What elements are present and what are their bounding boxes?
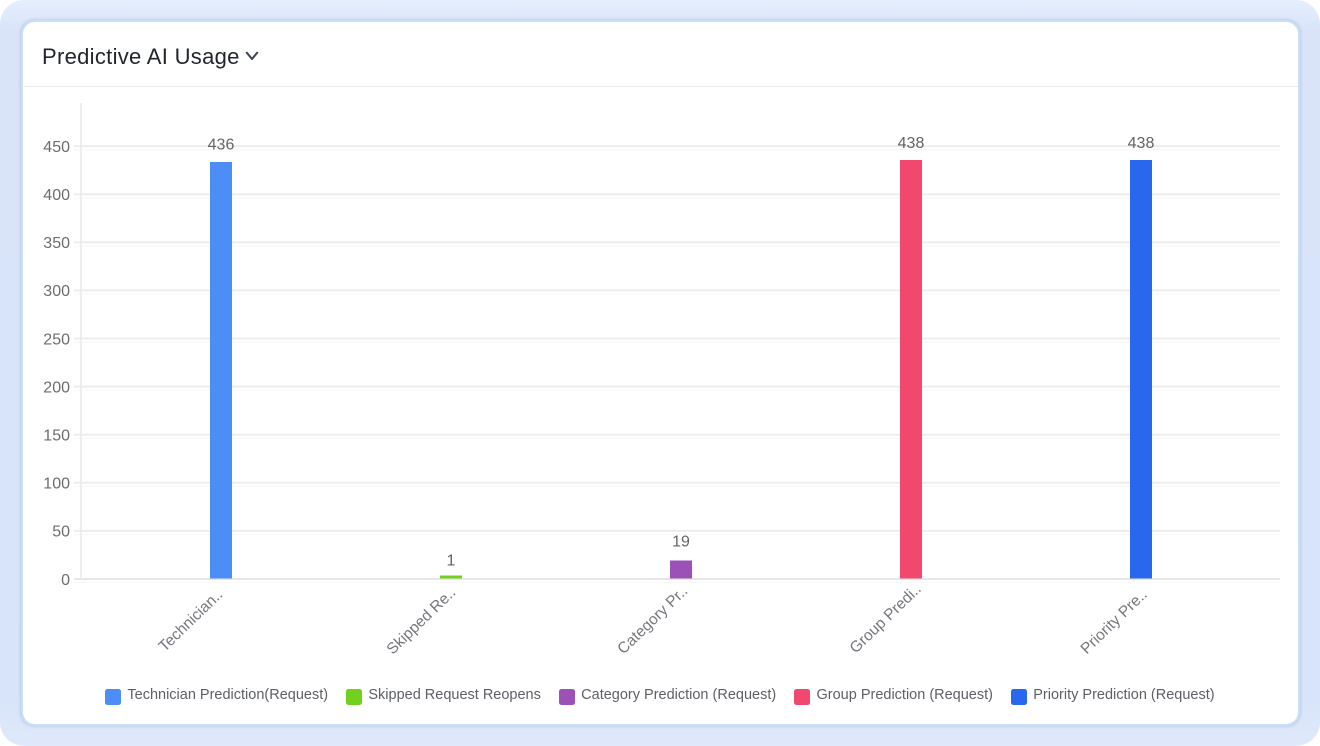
svg-text:438: 438 [898, 135, 925, 152]
svg-text:350: 350 [43, 235, 70, 252]
svg-text:1: 1 [447, 553, 456, 570]
svg-text:Group Predi..: Group Predi.. [847, 581, 925, 657]
svg-text:200: 200 [43, 379, 70, 396]
svg-text:100: 100 [43, 476, 70, 493]
svg-text:Technician..: Technician.. [156, 586, 227, 655]
svg-text:Category Pr..: Category Pr.. [614, 583, 691, 658]
svg-text:438: 438 [1128, 135, 1155, 152]
svg-text:250: 250 [43, 331, 70, 348]
svg-text:436: 436 [208, 137, 235, 154]
svg-text:50: 50 [52, 524, 70, 541]
svg-text:Skipped Re..: Skipped Re.. [384, 584, 460, 658]
svg-text:400: 400 [43, 187, 70, 204]
svg-text:150: 150 [43, 428, 70, 445]
svg-text:450: 450 [43, 139, 70, 156]
svg-text:300: 300 [43, 283, 70, 300]
svg-text:0: 0 [61, 572, 70, 589]
svg-text:Priority Pre..: Priority Pre.. [1078, 586, 1151, 657]
svg-text:19: 19 [672, 533, 690, 550]
